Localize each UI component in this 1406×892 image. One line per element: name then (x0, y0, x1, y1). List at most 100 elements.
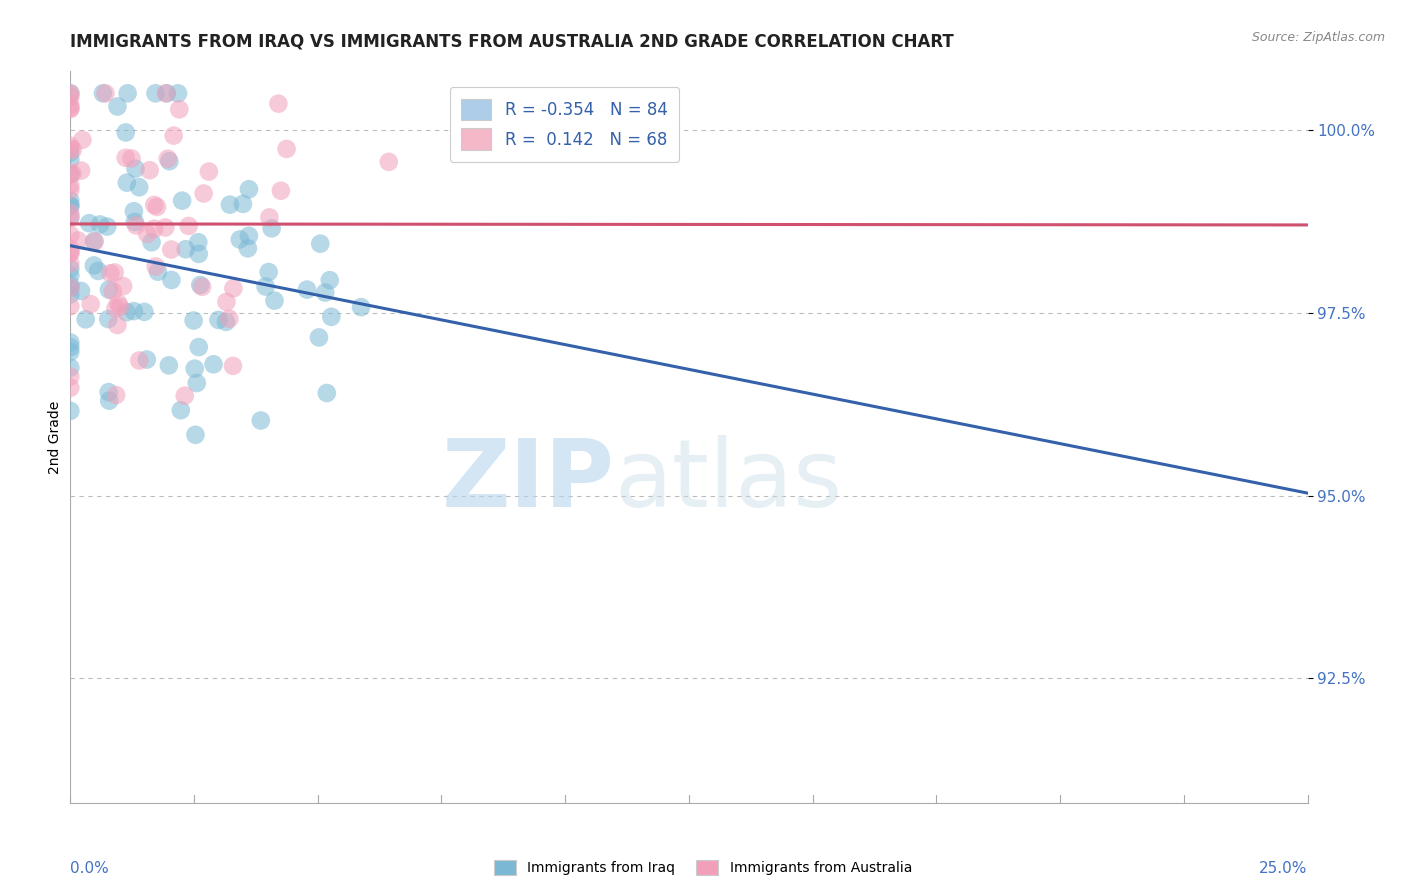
Point (229, 232, 252, 246)
Point (145, 260, 167, 274)
Point (124, 161, 146, 176)
Point (183, 361, 205, 376)
Point (114, 125, 136, 139)
Point (59, 142, 82, 156)
Point (105, 388, 128, 402)
Point (59, 166, 82, 180)
Point (167, 87, 190, 101)
Point (143, 198, 166, 212)
Point (104, 265, 127, 279)
Point (232, 197, 254, 211)
Point (107, 99, 129, 113)
Point (238, 182, 260, 196)
Point (155, 87, 177, 101)
Point (173, 389, 195, 403)
Point (115, 176, 138, 190)
Point (107, 318, 129, 332)
Point (59, 360, 82, 375)
Point (270, 184, 292, 198)
Point (170, 403, 193, 417)
Point (83, 235, 105, 249)
Point (146, 265, 169, 279)
Text: IMMIGRANTS FROM IRAQ VS IMMIGRANTS FROM AUSTRALIA 2ND GRADE CORRELATION CHART: IMMIGRANTS FROM IRAQ VS IMMIGRANTS FROM … (70, 32, 955, 50)
Point (124, 215, 146, 229)
Text: ZIP: ZIP (441, 435, 614, 527)
Point (263, 293, 285, 308)
Point (321, 310, 343, 324)
Point (122, 304, 145, 318)
Point (114, 151, 136, 165)
Point (314, 285, 336, 300)
Point (117, 87, 139, 101)
Point (155, 220, 177, 235)
Point (108, 300, 131, 314)
Point (222, 281, 245, 295)
Point (91, 87, 114, 101)
Point (136, 227, 159, 241)
Point (59, 145, 82, 160)
Point (59, 199, 82, 213)
Point (174, 242, 197, 256)
Text: Source: ZipAtlas.com: Source: ZipAtlas.com (1251, 31, 1385, 45)
Point (59, 261, 82, 276)
Point (59, 87, 82, 101)
Point (145, 87, 167, 101)
Point (59, 404, 82, 418)
Point (259, 211, 281, 225)
Point (97, 385, 120, 400)
Point (319, 273, 342, 287)
Point (59, 381, 82, 395)
Point (98, 393, 121, 408)
Point (141, 235, 163, 250)
Y-axis label: 2nd Grade: 2nd Grade (48, 401, 62, 474)
Point (135, 352, 157, 367)
Legend: R = -0.354   N = 84, R =  0.142   N = 68: R = -0.354 N = 84, R = 0.142 N = 68 (450, 87, 679, 161)
Point (59, 102, 82, 116)
Point (160, 273, 183, 287)
Point (156, 87, 179, 101)
Point (59, 210, 82, 224)
Point (59, 183, 82, 197)
Point (187, 247, 209, 261)
Point (125, 219, 148, 233)
Point (198, 164, 221, 178)
Point (202, 357, 225, 371)
Point (59, 211, 82, 226)
Point (156, 152, 179, 166)
Point (62, 143, 84, 157)
Point (163, 128, 186, 143)
Point (59, 340, 82, 354)
Point (128, 180, 150, 194)
Point (59, 194, 82, 208)
Point (315, 386, 337, 401)
Point (215, 294, 238, 309)
Point (169, 103, 191, 117)
Point (75, 312, 97, 326)
Point (101, 284, 124, 298)
Point (77, 216, 100, 230)
Point (249, 413, 271, 427)
Point (83, 259, 105, 273)
Point (160, 243, 183, 257)
Point (59, 89, 82, 103)
Point (70, 163, 93, 178)
Point (267, 96, 290, 111)
Point (238, 228, 260, 243)
Point (59, 199, 82, 213)
Point (188, 278, 211, 293)
Point (128, 353, 150, 368)
Point (97, 283, 120, 297)
Point (215, 315, 238, 329)
Point (309, 236, 332, 251)
Point (59, 256, 82, 270)
Point (70, 284, 93, 298)
Point (157, 154, 180, 169)
Point (59, 206, 82, 220)
Point (59, 369, 82, 384)
Point (67, 234, 90, 248)
Point (257, 265, 280, 279)
Text: 25.0%: 25.0% (1260, 862, 1308, 876)
Point (104, 301, 127, 316)
Point (219, 197, 242, 211)
Point (260, 221, 283, 235)
